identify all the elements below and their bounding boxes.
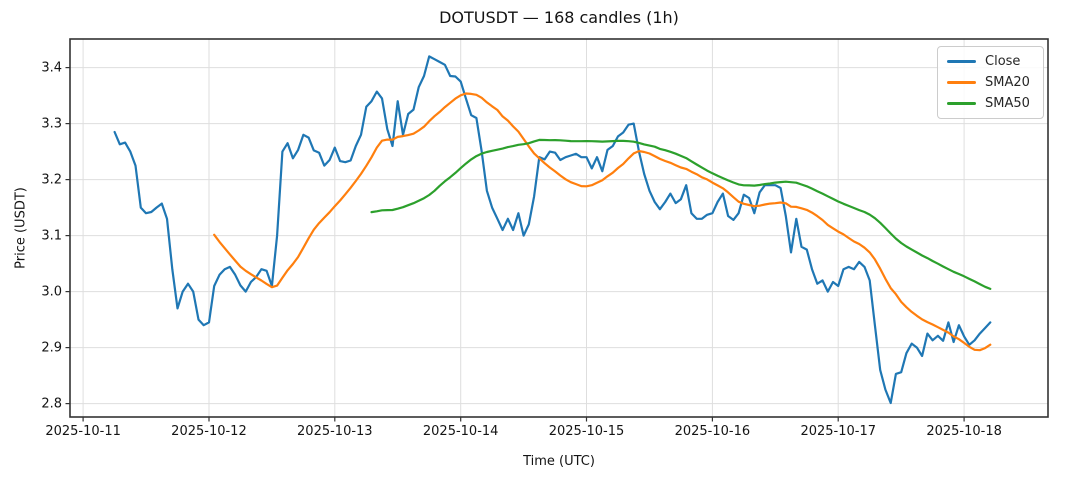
legend-swatch-close bbox=[947, 60, 976, 63]
legend-label-sma50: SMA50 bbox=[985, 96, 1030, 111]
axis-ticks bbox=[65, 66, 965, 422]
legend-label-close: Close bbox=[985, 54, 1021, 69]
x-tick-label: 2025-10-16 bbox=[674, 424, 751, 439]
legend-swatch-sma20 bbox=[947, 81, 976, 84]
legend-item-close: Close bbox=[947, 54, 1034, 69]
y-tick-label: 2.8 bbox=[41, 396, 62, 412]
y-tick-label: 3.3 bbox=[41, 116, 62, 132]
x-tick-label: 2025-10-13 bbox=[297, 424, 373, 439]
chart-title: DOTUSDT — 168 candles (1h) bbox=[439, 8, 679, 27]
x-tick-label: 2025-10-18 bbox=[926, 424, 1002, 439]
x-tick-label: 2025-10-17 bbox=[800, 424, 877, 439]
x-tick-label: 2025-10-15 bbox=[548, 424, 625, 439]
legend-label-sma20: SMA20 bbox=[985, 75, 1030, 90]
legend: Close SMA20 SMA50 bbox=[937, 46, 1044, 119]
x-tick-label: 2025-10-11 bbox=[45, 424, 121, 439]
x-tick-label: 2025-10-12 bbox=[171, 424, 247, 439]
y-tick-label: 2.9 bbox=[41, 340, 62, 356]
legend-item-sma50: SMA50 bbox=[947, 96, 1034, 111]
plot-border bbox=[69, 38, 1049, 418]
y-tick-label: 3.1 bbox=[41, 228, 62, 244]
series-close bbox=[113, 55, 992, 405]
series-sma50 bbox=[370, 138, 992, 290]
x-tick-label: 2025-10-14 bbox=[422, 424, 499, 439]
y-tick-label: 3.2 bbox=[41, 172, 62, 188]
legend-item-sma20: SMA20 bbox=[947, 75, 1034, 90]
y-tick-label: 3.4 bbox=[41, 60, 62, 76]
gridlines bbox=[70, 39, 1048, 417]
x-axis-label: Time (UTC) bbox=[523, 454, 595, 469]
legend-swatch-sma50 bbox=[947, 102, 976, 105]
series-sma20 bbox=[213, 92, 992, 352]
y-tick-label: 3.0 bbox=[41, 284, 62, 300]
